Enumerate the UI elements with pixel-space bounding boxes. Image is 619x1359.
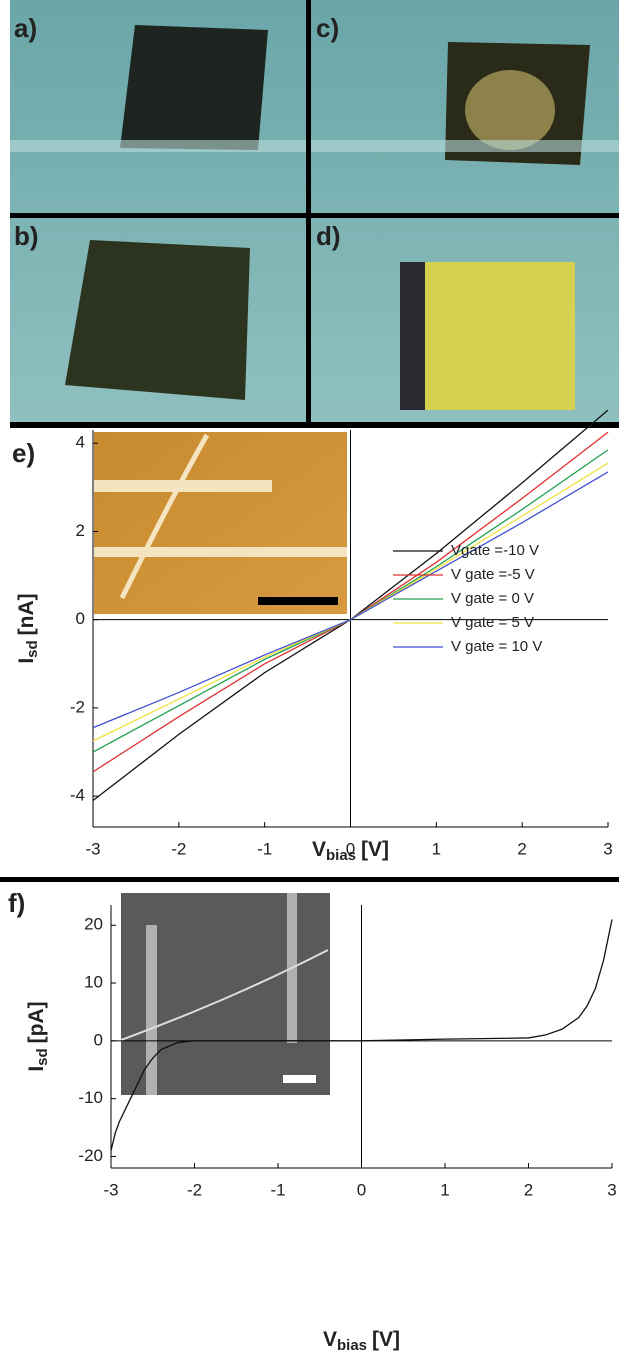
y-axis-label: Isd[nA] (15, 593, 41, 663)
y-tick-label: -20 (78, 1146, 103, 1165)
figure: a)b)c)d)e)-3-2-10123-4-2024Vbias[V]Isd[n… (0, 0, 619, 1359)
label-sub: sd (34, 1048, 51, 1066)
panel-label: b) (14, 221, 39, 251)
x-tick-label: 3 (607, 1180, 616, 1199)
scale-bar (283, 1075, 316, 1083)
label-part: V (323, 1328, 337, 1351)
divider (0, 877, 619, 882)
panel-label: a) (14, 13, 37, 43)
afm-inset (94, 432, 347, 614)
x-tick-label: 1 (432, 839, 441, 858)
y-tick-label: 2 (76, 521, 85, 540)
legend-label: V gate = 10 V (451, 638, 542, 655)
y-tick-label: 0 (76, 609, 85, 628)
x-tick-label: 1 (440, 1180, 449, 1199)
x-tick-label: 2 (524, 1180, 533, 1199)
y-tick-label: -10 (78, 1088, 103, 1107)
legend-label: Vgate =-10 V (451, 542, 539, 559)
panel-label: c) (316, 13, 339, 43)
y-tick-label: 10 (84, 973, 103, 992)
y-tick-label: -4 (70, 786, 85, 805)
sample (120, 25, 268, 150)
sample (400, 262, 575, 410)
insets (94, 432, 347, 1095)
scale-bar (258, 597, 338, 605)
sem-electrode (146, 925, 157, 1095)
label-sub: bias (337, 1337, 367, 1354)
label-part: [nA] (15, 593, 38, 635)
sample-patch (465, 70, 555, 150)
x-tick-label: -2 (171, 839, 186, 858)
y-tick-label: 20 (84, 915, 103, 934)
sample-edge (400, 262, 425, 410)
glass (10, 140, 619, 152)
x-axis-label: Vbias [V] (323, 1328, 400, 1354)
legend-label: V gate =-5 V (451, 566, 535, 583)
legend-label: V gate = 0 V (451, 590, 534, 607)
label-sub: bias (326, 847, 356, 864)
x-tick-label: 2 (517, 839, 526, 858)
x-tick-label: -3 (85, 839, 100, 858)
x-tick-label: -1 (270, 1180, 285, 1199)
divider (10, 213, 619, 218)
y-axis-label: Isd[pA] (25, 1001, 51, 1071)
label-part: [V] (372, 1328, 400, 1351)
y-tick-label: 0 (94, 1030, 103, 1049)
x-tick-label: -1 (257, 839, 272, 858)
y-tick-label: -2 (70, 697, 85, 716)
x-tick-label: -2 (187, 1180, 202, 1199)
x-tick-label: -3 (103, 1180, 118, 1199)
x-tick-label: 3 (603, 839, 612, 858)
panel-label: f) (8, 888, 25, 918)
divider (306, 0, 311, 425)
label-sub: sd (24, 640, 41, 658)
legend-label: V gate = 5 V (451, 614, 534, 631)
label-part: [V] (361, 838, 389, 861)
sample (65, 240, 250, 400)
afm-wire (94, 547, 347, 557)
label-part: V (312, 838, 326, 861)
x-tick-label: 0 (357, 1180, 366, 1199)
panel-label: e) (12, 438, 35, 468)
label-part: [pA] (25, 1001, 48, 1043)
divider (10, 422, 619, 428)
panel-label: d) (316, 221, 341, 251)
y-tick-label: 4 (76, 433, 85, 452)
